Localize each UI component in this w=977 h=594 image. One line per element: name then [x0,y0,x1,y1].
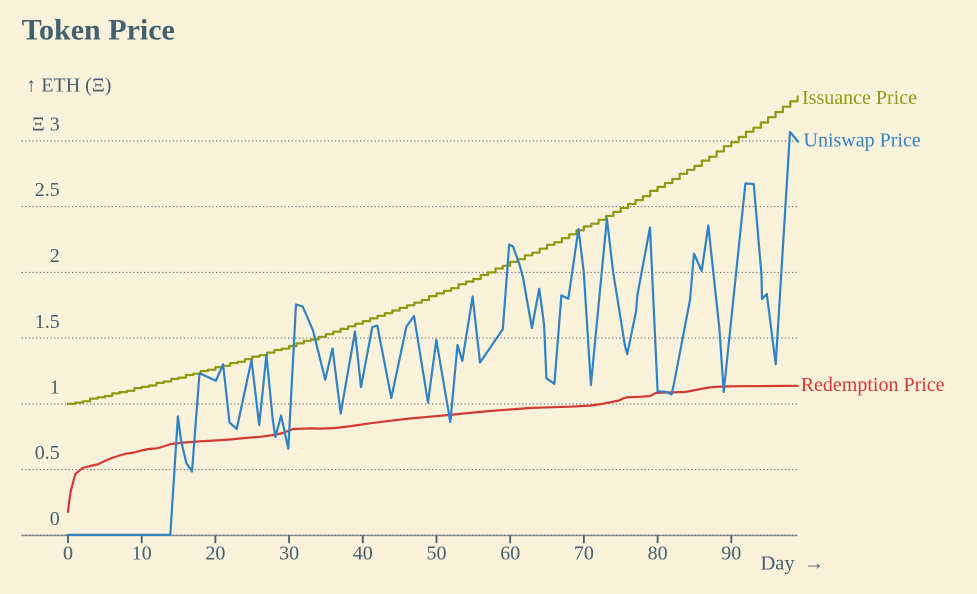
svg-text:1.5: 1.5 [35,311,60,333]
svg-text:Uniswap Price: Uniswap Price [804,130,921,152]
svg-text:50: 50 [427,543,447,565]
svg-text:0: 0 [63,543,73,565]
svg-text:2: 2 [50,245,60,267]
svg-text:Issuance Price: Issuance Price [802,87,917,109]
svg-text:0.5: 0.5 [35,442,60,464]
svg-text:0: 0 [50,508,60,530]
svg-text:30: 30 [279,543,299,565]
svg-text:20: 20 [205,543,225,565]
svg-text:2.5: 2.5 [35,179,60,201]
svg-text:↑ ETH (Ξ): ↑ ETH (Ξ) [26,75,111,97]
svg-text:80: 80 [648,543,668,565]
svg-text:40: 40 [353,543,373,565]
svg-text:Token Price: Token Price [22,14,175,47]
svg-text:90: 90 [721,543,741,565]
svg-text:10: 10 [132,543,152,565]
svg-text:70: 70 [574,543,594,565]
svg-text:1: 1 [50,377,60,399]
svg-text:60: 60 [500,543,520,565]
svg-text:Day →: Day → [761,553,825,575]
svg-text:Ξ 3: Ξ 3 [32,114,60,136]
svg-text:Redemption Price: Redemption Price [801,374,945,396]
